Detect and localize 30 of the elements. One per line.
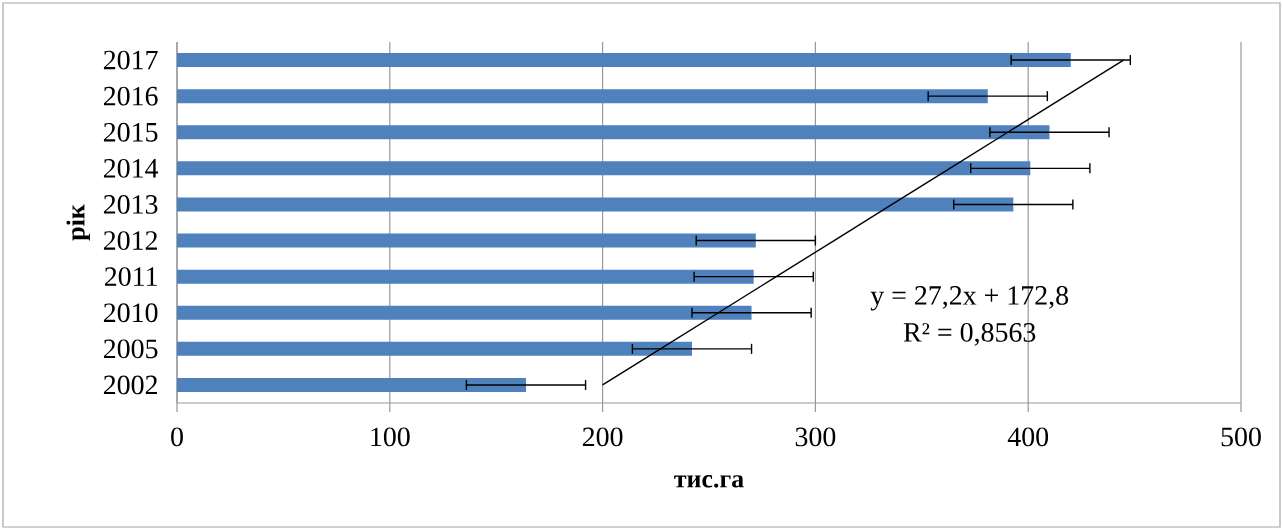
bar [177,233,756,248]
y-axis-title: рік [66,204,90,241]
x-axis-title: тис.га [674,475,744,488]
y-tick-label: 2013 [103,195,158,214]
y-tick-label: 2010 [103,303,158,323]
y-tick-label: 2002 [103,375,157,395]
x-tick-label: 200 [582,427,623,447]
bar [177,377,526,392]
bar [177,305,752,320]
bar [177,89,988,104]
y-tick-label: 2016 [103,86,158,106]
y-tick-label: 2005 [103,339,158,359]
x-tick-label: 400 [1007,427,1049,447]
x-tick-label: 500 [1221,427,1261,447]
y-tick-label: 2014 [103,158,159,178]
bar [177,53,1071,68]
x-tick-label: 0 [171,427,183,447]
y-tick-label: 2011 [104,267,157,287]
bar [177,197,1014,212]
annotation: R² = 0,8563 [903,322,1036,346]
bar [177,125,1050,140]
y-tick-label: 2012 [103,231,157,250]
x-tick-label: 100 [371,427,410,447]
y-tick-label: 2017 [103,50,158,70]
y-tick-label: 2015 [103,122,158,142]
bar [177,341,692,356]
x-tick-label: 300 [795,427,836,447]
bar [177,269,754,284]
bar [177,161,1031,176]
annotation: y = 27,2x + 172,8 [870,286,1069,311]
